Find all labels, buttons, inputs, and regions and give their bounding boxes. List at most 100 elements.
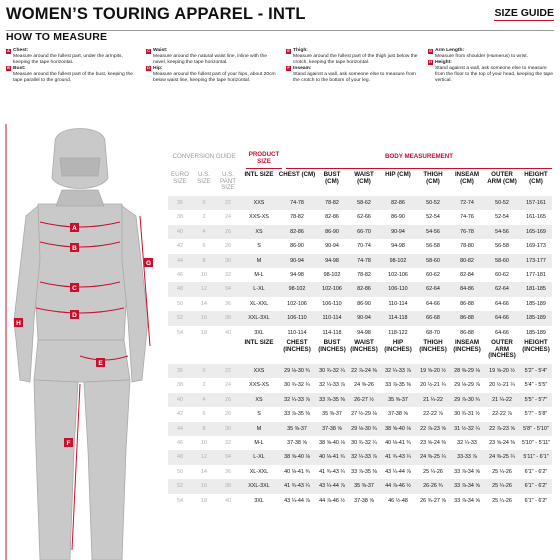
inch-table-cell: 22 ⅞-23 ⅝: [489, 425, 515, 432]
inch-table-cell: 12: [201, 454, 207, 461]
figure-label-a-text: A: [72, 225, 77, 232]
cm-column-header: HEIGHT (CM): [524, 171, 548, 185]
cm-table-row: 44 8 30 M 90-94 94-98 74-78 98-102 58-60 80-82 58-…: [168, 253, 552, 268]
inch-table-cell: 6'1" - 6'2": [524, 468, 548, 475]
cm-table-cell: M-L: [254, 272, 264, 278]
cm-table-cell: 86-90: [391, 214, 405, 221]
cm-table-row: 42 6 28 S 86-90 90-94 70-74 94-98 56-58 78-80 56-5…: [168, 239, 552, 253]
cm-table-cell: 66-70: [357, 228, 371, 235]
inch-table-cell: 22 ⅞-24 ⅜: [351, 368, 377, 374]
cm-column-header: HIP (CM): [385, 171, 411, 178]
cm-table-cell: 90-94: [325, 243, 339, 250]
cm-table-cell: 165-169: [526, 228, 546, 235]
cm-table-cell: 74-76: [460, 214, 474, 221]
inch-table-cell: XS: [255, 396, 263, 403]
inch-table-cell: 28: [225, 411, 231, 418]
arm-length-line: [139, 215, 151, 347]
instruction-thigh: E Thigh: Measure around the fullest part…: [286, 48, 418, 66]
inch-table-cell: 21 ¼-22: [423, 396, 443, 403]
inch-table-cell: 23 ⅝-24 ⅜: [420, 440, 446, 446]
cm-table-cell: 78-80: [460, 243, 474, 250]
inch-table-cell: 41 ¾-43 ¼: [319, 468, 345, 475]
cm-table-cell: 36: [177, 200, 183, 206]
cm-table-cell: 16: [201, 315, 207, 322]
inch-table-row: 52 16 38 XXL-3XL 41 ¾-43 ¼ 43 ¼-44 ⅞ 35 ⅜-37 44…: [168, 479, 552, 494]
inch-table-cell: 24 ⅜-25 ¼: [420, 454, 446, 461]
right-arm-shape: [121, 205, 149, 383]
inch-table-cell: 30: [225, 425, 231, 432]
cm-table-row: 40 4 26 XS 82-86 86-90 66-70 90-94 54-56 76-78 54-…: [168, 224, 552, 240]
cm-table-row: 46 10 32 M-L 94-98 98-102 78-82 102-106 60-62 82-…: [168, 268, 552, 282]
figure-label-b: [70, 243, 79, 252]
inch-table-row: 46 10 32 M-L 37-38 ⅝ 38 ⅝-40 ⅛ 30 ¾-32 ¼ 40 ⅛-4…: [168, 436, 552, 450]
page-title: WOMEN’S TOURING APPAREL - INTL: [6, 5, 306, 23]
inch-table-cell: 5'4" - 5'5": [524, 382, 548, 389]
inch-table-cell: 43 ¼-44 ⅞: [319, 483, 345, 490]
cm-table-cell: 32: [225, 272, 231, 278]
cm-table-cell: 185-189: [526, 300, 546, 307]
cm-table-cell: 3XL: [254, 329, 264, 336]
cm-table-cell: 30: [225, 257, 231, 264]
cm-column-header: WAIST (CM): [354, 171, 374, 185]
inch-table-cell: 21 ¼-22: [492, 396, 512, 403]
inch-table-cell: 22-22 ⅞: [492, 411, 512, 418]
inch-table-cell: 8: [202, 425, 206, 432]
cm-table-cell: 94-98: [391, 243, 405, 250]
inch-table-cell: 32 ¼-33 ⅞: [319, 382, 345, 389]
instruction-text: Measure around the fullest part of the t…: [293, 53, 418, 65]
inch-table-cell: L-XL: [253, 454, 265, 461]
instruction-text: Measure around the fullest part, under t…: [13, 53, 123, 65]
inch-table-cell: 33 ⅞-34 ⅝: [454, 497, 480, 504]
cm-column-header: INSEAM (CM): [454, 171, 480, 185]
cm-table-cell: 94-98: [325, 257, 339, 264]
instruction-heading: Inseam:: [293, 65, 312, 71]
instruction-heading: Chest:: [13, 48, 29, 53]
inch-table-cell: 0: [202, 368, 206, 374]
inch-table-cell: 5'5" - 5'7": [524, 396, 548, 403]
body-measurement-rule: [286, 168, 552, 169]
visor-shape: [59, 157, 101, 177]
cm-table-cell: 185-189: [526, 315, 546, 322]
cm-column-header: CHEST (CM): [278, 171, 316, 178]
inch-table-cell: 38 ⅝-40 ⅛: [284, 454, 310, 461]
inch-table-cell: 32 ¼-33 ⅞: [385, 368, 411, 374]
cm-table-cell: 52-54: [426, 214, 440, 221]
inch-table-cell: 48: [177, 454, 183, 461]
cm-table-cell: 64-66: [495, 315, 509, 322]
cm-table-cell: 62-66: [357, 214, 371, 221]
thigh-badge: E: [286, 48, 291, 54]
cm-table-cell: 82-86: [290, 228, 304, 235]
inch-table-cell: XXS: [253, 368, 265, 374]
cm-table-cell: 28: [225, 243, 231, 250]
instruction-heading: Waist:: [153, 48, 168, 53]
inch-column-header: CHEST (INCHES): [283, 339, 311, 353]
inch-table-row: 42 6 28 S 33 ⅞-35 ⅜ 35 ⅜-37 27 ½-29 ⅛ 37-38 ⅝ 22…: [168, 407, 552, 421]
cm-table-cell: 50-52: [495, 200, 509, 206]
inch-table-cell: 40: [177, 396, 183, 403]
inch-table-cell: 5'11" - 6'1": [523, 454, 549, 461]
cm-table-cell: 114-118: [322, 329, 342, 336]
inch-table-cell: 32 ¼-33: [457, 440, 477, 446]
how-to-measure-title: HOW TO MEASURE: [6, 31, 108, 43]
inch-table-cell: 35 ⅜-37: [322, 411, 342, 418]
cm-table-cell: 181-185: [526, 286, 546, 293]
cm-table-row: 52 16 38 XXL-3XL 106-110 110-114 90-94 114-118 6…: [168, 311, 552, 326]
inch-table-cell: 43 ¼-44 ⅞: [385, 468, 411, 475]
inch-table-cell: 31 ½-32 ¼: [454, 425, 480, 432]
cm-table-cell: 94-98: [290, 272, 304, 278]
cm-table-cell: 82-84: [460, 272, 474, 278]
inch-table-cell: S: [257, 411, 261, 418]
inch-column-header: THIGH (INCHES): [419, 339, 447, 353]
cm-table-cell: 86-90: [357, 300, 371, 307]
cm-table-cell: 18: [201, 329, 207, 336]
instruction-heading: Thigh:: [293, 48, 308, 53]
cm-table-cell: 82-86: [357, 286, 371, 293]
inch-table-cell: XL-XXL: [249, 468, 269, 475]
instruction-arm-length: G Arm Length: Measure from shoulder (Hum…: [428, 48, 556, 60]
figure-label-f-text: F: [67, 440, 71, 447]
figure-label-a: [70, 223, 79, 232]
inch-table-cell: 5'7" - 5'8": [524, 411, 548, 418]
inch-table-cell: 5'10" - 5'11": [521, 440, 551, 446]
size-guide-tab[interactable]: SIZE GUIDE: [494, 7, 554, 21]
cm-table-row: 48 12 34 L-XL 98-102 102-106 82-86 106-110 62-64…: [168, 282, 552, 297]
